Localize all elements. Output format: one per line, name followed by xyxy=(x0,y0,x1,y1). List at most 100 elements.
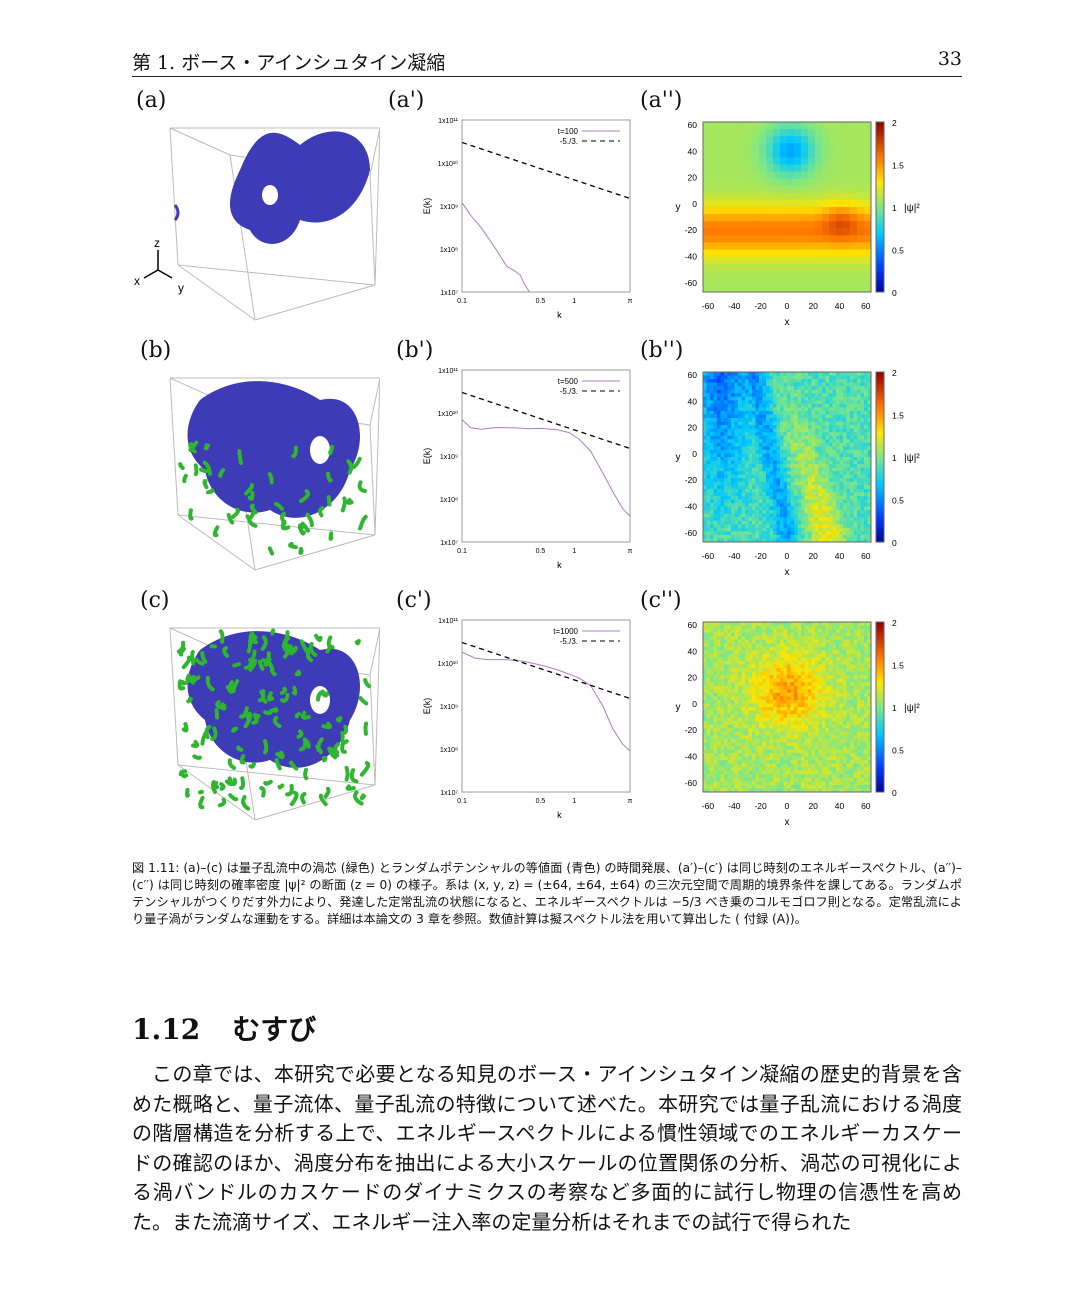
body-paragraph: この章では、本研究で必要となる知見のボース・アインシュタイン凝縮の歴史的背景を含… xyxy=(132,1062,962,1234)
panel-label-3d: (b) xyxy=(140,338,172,363)
x-tick-label: -60 xyxy=(702,301,715,311)
vortex-isosurface-3d xyxy=(169,377,380,571)
running-header: 第 1. ボース・アインシュタイン凝縮 33 xyxy=(132,46,962,77)
y-tick-label: 1x10⁷ xyxy=(440,290,458,297)
x-axis-label: x xyxy=(785,817,790,828)
panel-label-3d: (c) xyxy=(140,588,170,613)
x-tick-label: -40 xyxy=(728,301,741,311)
colorbar-tick: 1 xyxy=(892,203,897,213)
y-tick-label: 40 xyxy=(688,646,698,656)
series-line-1 xyxy=(462,641,630,700)
colorbar-tick: 1 xyxy=(892,703,897,713)
x-tick-label: 1 xyxy=(572,548,576,555)
legend-entry: t=1000 xyxy=(553,627,578,636)
x-tick-label: 60 xyxy=(861,301,871,311)
svg-text:y: y xyxy=(178,281,184,295)
y-axis-label: E(k) xyxy=(422,698,432,715)
colorbar-tick: 1.5 xyxy=(892,661,904,671)
svg-text:x: x xyxy=(134,274,140,288)
y-axis-label: y xyxy=(676,452,681,463)
x-axis-label: k xyxy=(557,560,562,570)
x-tick-label: π xyxy=(628,548,633,555)
y-tick-label: 40 xyxy=(688,396,698,406)
panel-label-density: (b'') xyxy=(640,338,684,363)
density-heatmap: -60 -40 -20 0 20 40 60 60 40 20 0 -20 -40 -60 x y 2 1.5 1 0… xyxy=(676,618,921,828)
colorbar xyxy=(875,621,885,793)
x-tick-label: 0.5 xyxy=(536,548,546,555)
x-tick-label: 1 xyxy=(572,298,576,305)
y-tick-label: -20 xyxy=(685,725,698,735)
x-tick-label: -40 xyxy=(728,801,741,811)
y-axis-label: y xyxy=(676,202,681,213)
x-tick-label: -60 xyxy=(702,551,715,561)
y-tick-label: 40 xyxy=(688,146,698,156)
y-tick-label: 1x10⁹ xyxy=(440,454,458,461)
vortex-isosurface-3d: z x y xyxy=(134,127,380,321)
density-heatmap: -60 -40 -20 0 20 40 60 60 40 20 0 -20 -40 -60 x y 2 1.5 1 0… xyxy=(676,368,921,578)
panel-label-spectrum: (b') xyxy=(396,338,434,363)
y-tick-label: 1x10⁷ xyxy=(440,790,458,797)
chapter-title: 第 1. ボース・アインシュタイン凝縮 xyxy=(132,52,446,74)
energy-spectrum-chart: 1x10⁷ 1x10⁸ 1x10⁹ 1x10¹⁰ 1x10¹¹ 0.1 0.5 1 π k E(k)… xyxy=(422,618,633,820)
x-axis-label: k xyxy=(557,310,562,320)
panel-label-density: (a'') xyxy=(640,88,683,113)
y-tick-label: 1x10¹⁰ xyxy=(438,160,459,168)
y-tick-label: 0 xyxy=(692,699,697,709)
colorbar-tick: 2 xyxy=(892,118,897,128)
x-tick-label: π xyxy=(628,298,633,305)
x-tick-label: -20 xyxy=(754,801,767,811)
x-tick-label: 1 xyxy=(572,798,576,805)
series-line-0 xyxy=(462,419,630,517)
x-tick-label: -40 xyxy=(728,551,741,561)
x-tick-label: 40 xyxy=(835,551,845,561)
y-axis-label: E(k) xyxy=(422,448,432,465)
vortex-isosurface-3d xyxy=(169,627,380,821)
y-tick-label: 20 xyxy=(688,423,698,433)
figure-caption: 図 1.11: (a)–(c) は量子乱流中の渦芯 (緑色) とランダムポテンシ… xyxy=(132,861,962,926)
x-axis-label: x xyxy=(785,317,790,328)
legend-entry: -5./3. xyxy=(560,387,578,396)
colorbar-tick: 1.5 xyxy=(892,411,904,421)
y-tick-label: 0 xyxy=(692,449,697,459)
x-tick-label: -20 xyxy=(754,301,767,311)
y-tick-label: -20 xyxy=(685,225,698,235)
colorbar-tick: 0 xyxy=(892,288,897,298)
section-heading: 1.12 むすび xyxy=(132,1008,348,1048)
y-tick-label: 1x10⁷ xyxy=(440,540,458,547)
x-tick-label: 60 xyxy=(861,801,871,811)
panel-label-density: (c'') xyxy=(640,588,682,613)
y-tick-label: -60 xyxy=(685,778,698,788)
colorbar-tick: 1 xyxy=(892,453,897,463)
x-axis-label: k xyxy=(557,810,562,820)
x-tick-label: 0 xyxy=(785,801,790,811)
colorbar-tick: 2 xyxy=(892,368,897,378)
y-tick-label: 60 xyxy=(688,370,698,380)
y-tick-label: 1x10⁹ xyxy=(440,204,458,211)
x-tick-label: 0 xyxy=(785,551,790,561)
colorbar-tick: 2 xyxy=(892,618,897,628)
svg-text:z: z xyxy=(154,236,160,250)
section-title: むすび xyxy=(232,1013,317,1046)
colorbar-label: |ψ|² xyxy=(904,203,920,214)
x-tick-label: -20 xyxy=(754,551,767,561)
density-heatmap: -60 -40 -20 0 20 40 60 60 40 20 0 -20 -40 -60 x y 2 1.5 1 0… xyxy=(676,118,921,328)
series-line-1 xyxy=(462,391,630,450)
panel-label-3d: (a) xyxy=(136,88,167,113)
colorbar-tick: 0.5 xyxy=(892,746,904,756)
y-tick-label: 20 xyxy=(688,173,698,183)
y-tick-label: 20 xyxy=(688,673,698,683)
y-axis-label: E(k) xyxy=(422,198,432,215)
colorbar-tick: 0 xyxy=(892,538,897,548)
y-tick-label: 0 xyxy=(692,199,697,209)
series-line-0 xyxy=(462,651,630,752)
x-axis-label: x xyxy=(785,567,790,578)
x-tick-label: -60 xyxy=(702,801,715,811)
legend-entry: t=500 xyxy=(558,377,579,386)
y-tick-label: 1x10¹⁰ xyxy=(438,410,459,418)
y-tick-label: 1x10¹¹ xyxy=(438,618,459,625)
plot-frame xyxy=(461,619,631,793)
energy-spectrum-chart: 1x10⁷ 1x10⁸ 1x10⁹ 1x10¹⁰ 1x10¹¹ 0.1 0.5 1 π k E(k)… xyxy=(422,118,633,320)
x-tick-label: 60 xyxy=(861,551,871,561)
x-tick-label: π xyxy=(628,798,633,805)
colorbar-label: |ψ|² xyxy=(904,453,920,464)
